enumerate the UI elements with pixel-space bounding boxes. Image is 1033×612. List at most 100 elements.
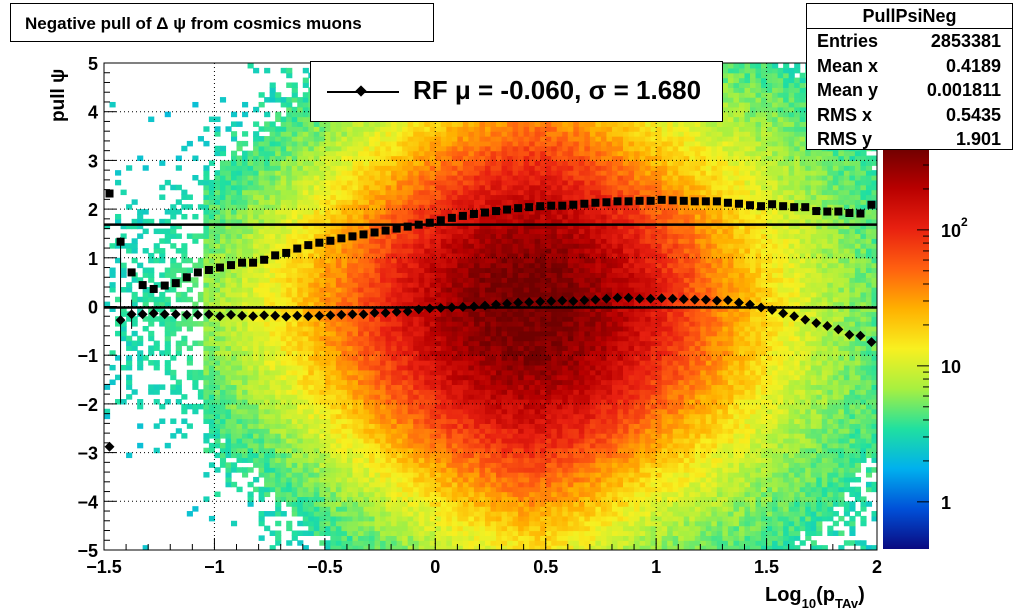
heatmap-cell [418,165,425,171]
heatmap-cell [269,248,276,254]
heatmap-cell [413,491,420,498]
heatmap-cell [440,150,447,157]
heatmap-cell [275,350,282,356]
heatmap-cell [236,321,243,327]
heatmap-cell [208,428,216,434]
heatmap-cell [429,209,436,215]
heatmap-cell [214,345,221,351]
heatmap-cell [264,248,271,254]
heatmap-cell [230,462,238,468]
heatmap-cell [391,540,398,546]
heatmap-cell [457,209,464,215]
heatmap-cell [357,257,365,264]
heatmap-cell [457,369,464,376]
heatmap-cell [208,296,216,303]
heatmap-cell [324,175,331,181]
heatmap-cell [402,418,409,424]
heatmap-cell [275,330,282,337]
heatmap-cell [297,384,304,390]
heatmap-cell [308,218,315,225]
heatmap-cell [291,228,298,235]
heatmap-cell [462,394,470,400]
heatmap-cell [396,248,403,254]
heatmap-cell [308,330,315,337]
heatmap-cell [380,457,387,463]
heatmap-cell [275,175,282,181]
heatmap-cell [242,345,249,351]
heatmap-cell [230,408,238,415]
heatmap-cell [341,525,348,532]
heatmap-cell [330,418,337,424]
heatmap-cell [126,340,133,347]
heatmap-cell [429,364,436,371]
heatmap-cell [391,131,398,137]
heatmap-cell [319,296,326,303]
heatmap-cell [413,155,420,161]
heatmap-cell [269,423,276,429]
heatmap-cell [208,238,216,244]
heatmap-cell [391,252,398,259]
heatmap-cell [302,520,309,527]
heatmap-cell [413,325,420,332]
heatmap-cell [313,515,320,522]
heatmap-cell [402,175,409,181]
heatmap-cell [192,384,199,390]
heatmap-cell [319,126,326,132]
heatmap-cell [324,428,331,434]
heatmap-cell [391,145,398,152]
heatmap-cell [275,199,282,205]
heatmap-cell [275,287,282,293]
heatmap-cell [424,272,431,278]
heatmap-cell [109,282,116,288]
heatmap-cell [219,321,227,327]
heatmap-cell [457,262,464,269]
heatmap-cell [468,233,475,239]
heatmap-cell [363,540,370,546]
heatmap-cell [418,423,425,429]
heatmap-cell [402,476,409,483]
heatmap-cell [429,452,436,459]
heatmap-cell [319,457,326,463]
heatmap-cell [203,408,210,415]
heatmap-cell [346,535,354,541]
heatmap-cell [313,442,320,449]
heatmap-cell [308,282,315,288]
heatmap-cell [391,399,398,405]
heatmap-cell [341,447,348,454]
heatmap-cell [473,486,481,493]
heatmap-cell [413,394,420,400]
heatmap-cell [264,184,271,191]
heatmap-cell [352,267,359,274]
heatmap-cell [302,106,309,113]
heatmap-cell [446,335,453,342]
heatmap-cell [253,136,260,142]
heatmap-cell [275,204,282,210]
heatmap-cell [192,175,199,181]
heatmap-cell [297,496,304,502]
heatmap-cell [380,160,387,166]
heatmap-cell [462,476,470,483]
heatmap-cell [407,277,414,283]
heatmap-cell [126,243,133,249]
heatmap-cell [369,126,376,132]
heatmap-cell [418,379,425,386]
heatmap-cell [446,228,453,235]
heatmap-cell [468,428,475,434]
heatmap-cell [346,175,354,181]
heatmap-cell [269,384,276,390]
heatmap-cell [208,272,216,278]
heatmap-cell [335,408,343,415]
heatmap-cell [330,506,337,512]
heatmap-cell [346,155,354,161]
heatmap-cell [225,291,232,298]
heatmap-cell [484,476,492,483]
heatmap-cell [418,530,425,536]
heatmap-cell [208,340,216,347]
heatmap-cell [324,179,331,186]
heatmap-cell [313,360,320,366]
heatmap-cell [369,486,376,493]
heatmap-cell [258,423,265,429]
heatmap-cell [313,175,320,181]
heatmap-cell [424,209,431,215]
heatmap-cell [225,350,232,356]
